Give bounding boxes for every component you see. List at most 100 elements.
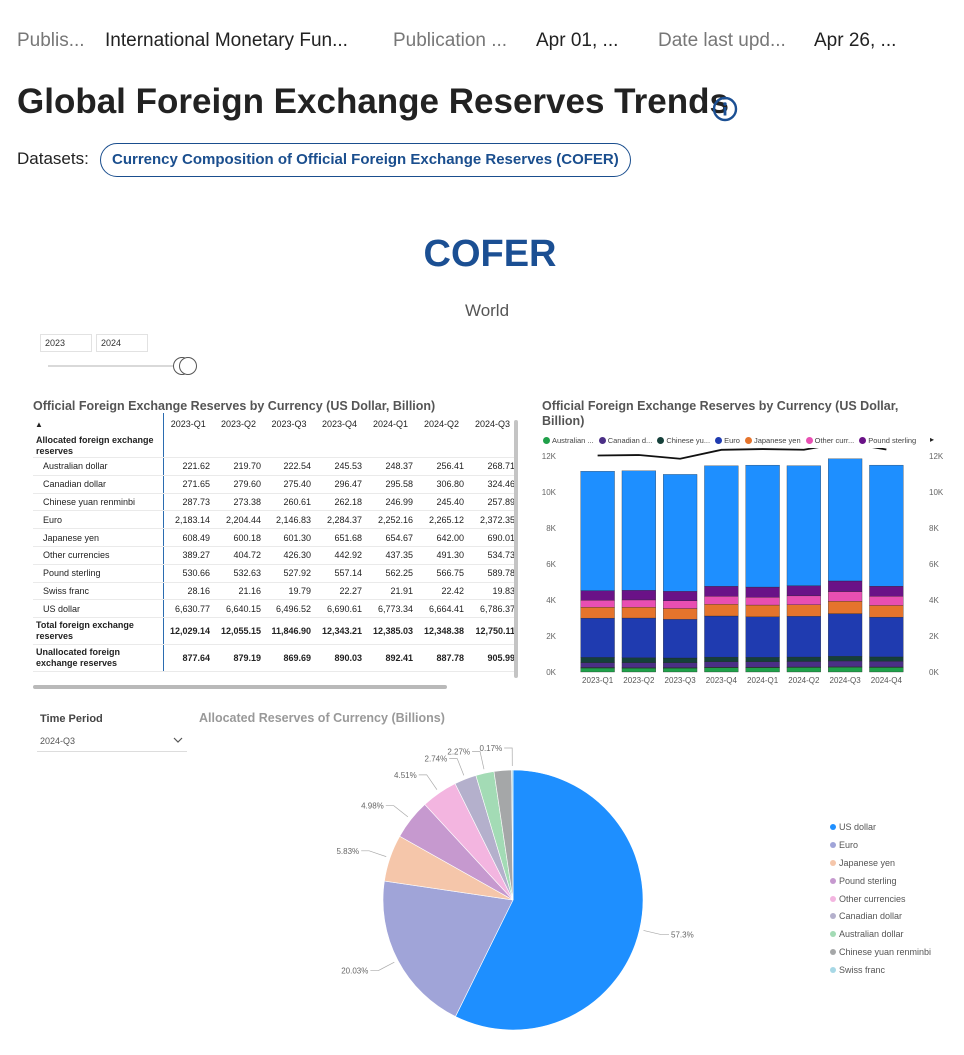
- table-cell: 11,846.90: [264, 617, 314, 646]
- table-header-row: ▲ 2023-Q1 2023-Q2 2023-Q3 2023-Q4 2024-Q1 202…: [33, 413, 518, 435]
- pie-legend-item[interactable]: Euro: [830, 840, 931, 858]
- end-year-input[interactable]: 2024: [96, 334, 148, 352]
- column-header[interactable]: 2023-Q4: [321, 419, 358, 429]
- last-updated-key: Date last upd...: [658, 30, 786, 51]
- bar-segment: [621, 599, 656, 608]
- legend-item[interactable]: Other curr...: [805, 436, 855, 445]
- bar-segment: [580, 662, 615, 668]
- table-row: Total foreign exchange reserves 12,029.14…: [33, 617, 518, 646]
- table-horizontal-scrollbar[interactable]: [33, 685, 447, 689]
- total-reserves-line: [597, 448, 887, 460]
- table-cell: 257.89: [467, 493, 518, 512]
- pie-leader-line: [472, 751, 485, 770]
- bar-segment: [580, 657, 615, 663]
- table-cell: 589.78: [467, 564, 518, 583]
- bar-segment: [869, 667, 904, 673]
- table-cell: 601.30: [264, 528, 314, 547]
- table-cell: 273.38: [213, 493, 264, 512]
- table-cell: 275.40: [264, 475, 314, 494]
- y-axis-tick-label: 4K: [546, 596, 556, 605]
- bar-segment: [580, 607, 615, 619]
- dataset-link[interactable]: Currency Composition of Official Foreign…: [100, 143, 631, 177]
- bar-segment: [745, 657, 780, 662]
- column-header[interactable]: 2023-Q2: [220, 419, 257, 429]
- legend-next-arrow[interactable]: ▸: [930, 435, 935, 444]
- info-icon[interactable]: [712, 96, 738, 122]
- start-year-input[interactable]: 2023: [40, 334, 92, 352]
- y-axis-tick-label: 2K: [546, 632, 556, 641]
- table-cell: 12,385.03: [365, 617, 416, 646]
- pie-slice[interactable]: [511, 769, 514, 901]
- pie-legend-item[interactable]: US dollar: [830, 822, 931, 840]
- pie-slice[interactable]: [382, 880, 514, 1017]
- table-cell: 22.27: [314, 582, 365, 601]
- sort-icon[interactable]: ▲: [33, 413, 164, 435]
- pie-legend-item[interactable]: Other currencies: [830, 894, 931, 912]
- legend-swatch: [715, 437, 723, 444]
- column-header[interactable]: 2024-Q2: [423, 419, 460, 429]
- table-cell: 869.69: [264, 644, 314, 673]
- pie-legend-item[interactable]: Canadian dollar: [830, 911, 931, 929]
- column-header[interactable]: 2023-Q3: [271, 419, 307, 429]
- pie-data-label: 57.3%: [671, 931, 694, 940]
- legend-label: US dollar: [839, 822, 877, 832]
- pie-slice[interactable]: [455, 769, 644, 1031]
- table-cell: 271.65: [163, 475, 213, 494]
- bar-segment: [580, 617, 615, 658]
- column-header[interactable]: 2024-Q3: [474, 419, 511, 429]
- legend-item[interactable]: Australian ...: [543, 436, 594, 445]
- table-cell: 530.66: [163, 564, 213, 583]
- pie-legend-item[interactable]: Chinese yuan renminbi: [830, 947, 931, 965]
- table-cell: 221.62: [163, 457, 213, 476]
- allocated-reserves-pie-chart: 57.3% 20.03% 5.83% 4.98% 4.51% 2.74%2.27% 0.17…: [336, 744, 694, 1031]
- publication-date-key: Publication ...: [393, 30, 508, 51]
- legend-label: Other curr...: [814, 436, 855, 445]
- table-cell: 6,786.37: [467, 599, 518, 619]
- year-slider-track[interactable]: [48, 365, 188, 367]
- pie-legend-item[interactable]: Pound sterling: [830, 876, 931, 894]
- legend-swatch: [859, 437, 867, 444]
- legend-swatch: [805, 437, 813, 444]
- table-cell: 262.18: [314, 493, 365, 512]
- table-group-row: Allocated foreign exchange reserves: [33, 435, 518, 458]
- year-slider-end-handle[interactable]: [179, 357, 197, 375]
- pie-legend-item[interactable]: Swiss franc: [830, 965, 931, 983]
- pie-legend-item[interactable]: Australian dollar: [830, 929, 931, 947]
- legend-swatch: [830, 967, 836, 974]
- legend-item[interactable]: Euro: [715, 436, 740, 445]
- legend-item[interactable]: Pound sterling: [859, 436, 916, 445]
- row-label: Other currencies: [33, 546, 164, 565]
- bar-segment: [786, 585, 821, 597]
- table-row: Pound sterling 530.66 532.63 527.92 557.14 56…: [33, 564, 518, 583]
- right-axis-tick-label: 4K: [929, 596, 939, 605]
- group-label[interactable]: Allocated foreign exchange reserves: [33, 435, 164, 458]
- datasets-label: Datasets:: [17, 149, 89, 168]
- pie-data-label: 2.27%: [447, 748, 470, 757]
- legend-item[interactable]: Japanese yen: [744, 436, 801, 445]
- table-vertical-scrollbar[interactable]: [514, 420, 518, 678]
- bar-segment: [828, 458, 863, 582]
- bar-segment: [663, 600, 698, 609]
- y-axis-tick-label: 8K: [546, 524, 556, 533]
- table-cell: 12,343.21: [314, 617, 365, 646]
- column-header[interactable]: 2024-Q1: [372, 419, 409, 429]
- pie-legend-item[interactable]: Japanese yen: [830, 858, 931, 876]
- column-header[interactable]: 2023-Q1: [170, 419, 206, 429]
- bar-segment: [786, 604, 821, 617]
- table-row: Euro 2,183.14 2,204.44 2,146.83 2,284.37 2,25…: [33, 510, 518, 530]
- bar-segment: [704, 604, 739, 617]
- legend-label: Swiss franc: [839, 965, 886, 976]
- table-row: Canadian dollar 271.65 279.60 275.40 296.47 2…: [33, 475, 518, 494]
- table-cell: 2,146.83: [264, 510, 314, 530]
- reserves-table-container[interactable]: ▲ 2023-Q1 2023-Q2 2023-Q3 2023-Q4 2024-Q1 202…: [33, 413, 518, 685]
- legend-swatch: [830, 949, 836, 956]
- bar-segment: [621, 607, 656, 619]
- legend-label: Canadian d...: [607, 436, 653, 445]
- legend-item[interactable]: Canadian d...: [598, 436, 653, 445]
- right-axis-tick-label: 10K: [929, 488, 944, 497]
- bar-segment: [621, 657, 656, 663]
- legend-item[interactable]: Chinese yu...: [657, 436, 710, 445]
- time-period-dropdown[interactable]: 2024-Q3: [37, 733, 187, 752]
- x-axis-tick-label: 2024-Q4: [871, 676, 903, 685]
- bar-segment: [621, 617, 656, 658]
